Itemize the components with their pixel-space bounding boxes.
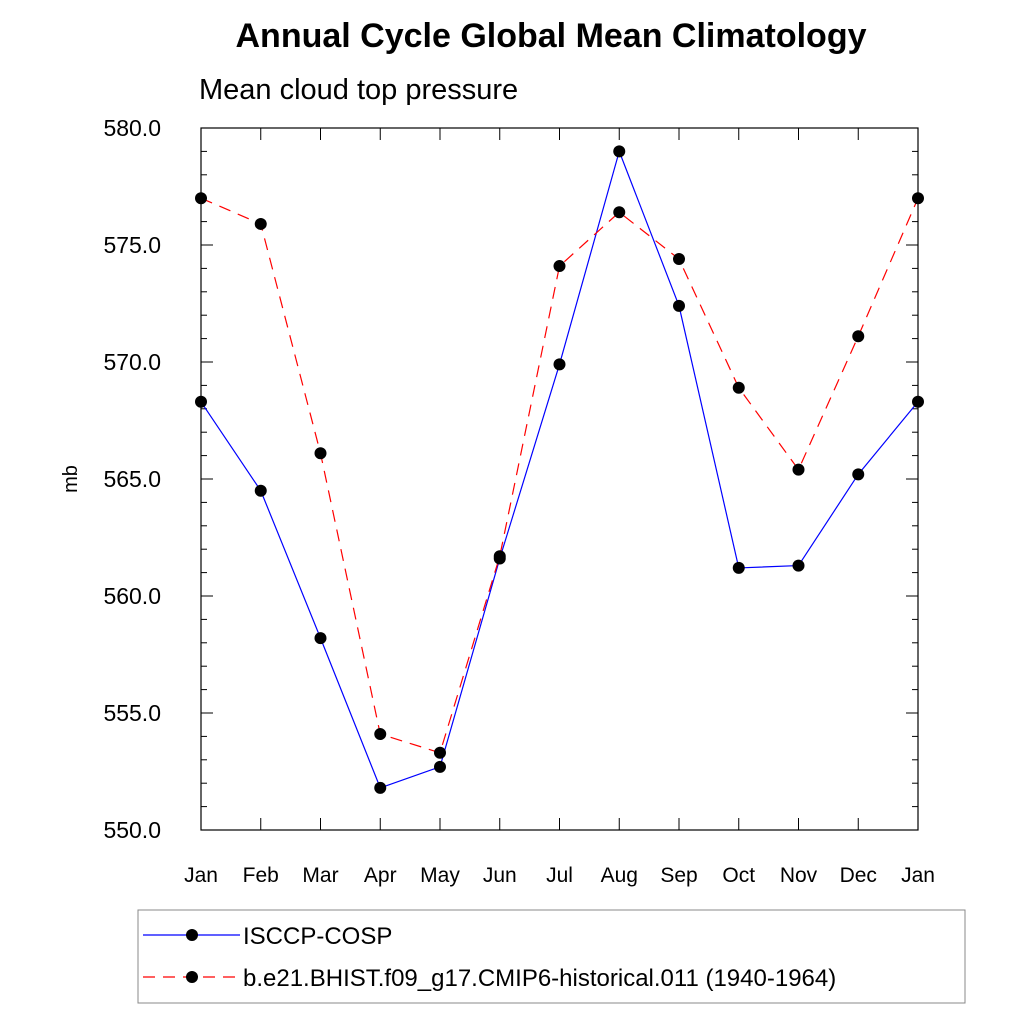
x-tick-label: Feb [243, 864, 279, 887]
x-tick-label: Apr [364, 864, 397, 887]
legend: ISCCP-COSP b.e21.BHIST.f09_g17.CMIP6-hist… [137, 909, 966, 1004]
series-0-point [553, 358, 566, 371]
y-tick-label: 570.0 [103, 349, 161, 375]
x-tick-label: Jun [483, 864, 517, 887]
legend-marker-0 [186, 929, 198, 941]
series-1-point [852, 330, 865, 343]
x-tick-label: Oct [722, 864, 755, 887]
chart-subtitle: Mean cloud top pressure [199, 74, 518, 106]
series-1-point [792, 463, 805, 476]
series-1-point [254, 217, 267, 230]
y-tick-label: 560.0 [103, 583, 161, 609]
series-0-point [673, 299, 685, 312]
x-tick-label: Dec [840, 864, 877, 887]
y-tick-label: 565.0 [103, 466, 161, 492]
y-axis-label: mb [60, 465, 82, 493]
series-0-point [254, 484, 267, 497]
series-0-point [732, 561, 745, 574]
series-line-1 [200, 197, 919, 754]
series-0-point [852, 468, 865, 481]
series-1-point [613, 206, 626, 219]
legend-items: ISCCP-COSP b.e21.BHIST.f09_g17.CMIP6-hist… [143, 923, 836, 992]
series-1-point [314, 447, 327, 460]
legend-label-1: b.e21.BHIST.f09_g17.CMIP6-historical.011… [243, 965, 836, 992]
series-layer [195, 145, 924, 794]
series-line-0 [200, 149, 919, 789]
series-0-point [613, 145, 626, 158]
x-tick-label: Jan [901, 864, 935, 887]
legend-marker-1 [186, 971, 198, 983]
x-tick-label: Aug [601, 864, 638, 887]
y-tick-label: 580.0 [103, 115, 161, 141]
series-1-point [493, 550, 506, 563]
y-tick-labels: 550.0 555.0 560.0 565.0 570.0 575.0 580.0 [103, 115, 161, 843]
x-tick-label: May [420, 864, 460, 887]
y-tick-label: 575.0 [103, 232, 161, 258]
legend-box [137, 909, 966, 1004]
axis-ticks [200, 127, 919, 831]
y-tick-label: 555.0 [103, 700, 161, 726]
series-1-point [553, 260, 566, 273]
y-tick-label: 550.0 [103, 817, 161, 843]
plot-frame [200, 127, 919, 831]
series-0-point [314, 632, 327, 645]
x-tick-labels: Jan Feb Mar Apr May Jun Jul Aug Sep Oct Nov Dec Jan [184, 864, 935, 887]
legend-label-0: ISCCP-COSP [243, 923, 392, 950]
x-tick-label: Jul [546, 864, 573, 887]
x-tick-label: Nov [780, 864, 818, 887]
x-tick-label: Mar [302, 864, 338, 887]
series-1-point [732, 381, 745, 394]
series-1-point [673, 253, 685, 266]
series-0-point [792, 559, 805, 572]
x-tick-label: Sep [660, 864, 697, 887]
series-1-point [374, 728, 387, 741]
series-0-point [434, 760, 446, 773]
chart-title: Annual Cycle Global Mean Climatology [236, 17, 867, 55]
series-0-point [374, 781, 387, 794]
x-tick-label: Jan [184, 864, 218, 887]
series-1-point [434, 746, 446, 759]
